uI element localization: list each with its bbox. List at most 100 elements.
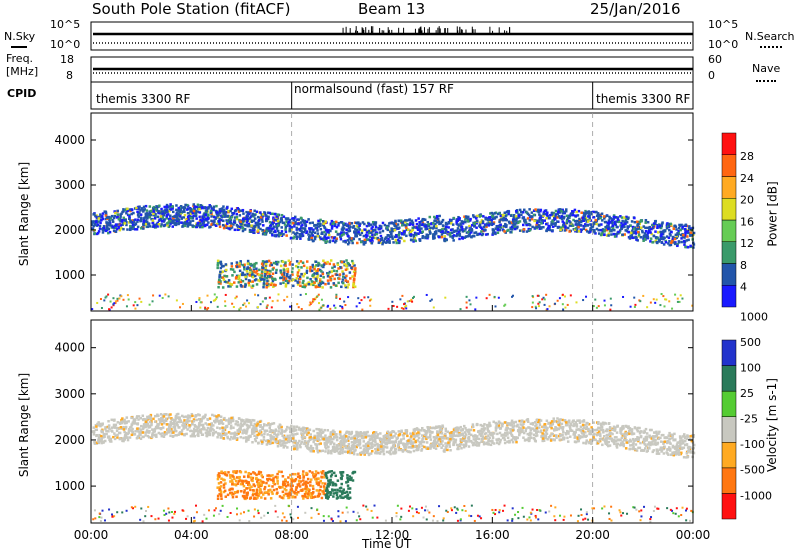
echo-cell bbox=[433, 232, 437, 236]
echo-cell bbox=[412, 226, 416, 229]
echo-cell bbox=[461, 228, 464, 231]
echo-cell bbox=[180, 429, 184, 432]
echo-cell bbox=[244, 275, 247, 279]
echo-cell bbox=[255, 267, 258, 270]
echo-cell bbox=[329, 286, 333, 289]
echo-cell bbox=[632, 230, 635, 234]
echo-cell bbox=[118, 228, 122, 232]
echo-cell bbox=[248, 271, 252, 274]
echo-cell bbox=[634, 443, 638, 446]
echo-cell bbox=[369, 437, 372, 441]
echo-cell bbox=[613, 228, 616, 232]
echo-cell bbox=[644, 229, 648, 233]
echo-cell bbox=[219, 282, 222, 285]
echo-cell bbox=[511, 220, 515, 223]
echo-cell bbox=[556, 226, 560, 229]
echo-cell bbox=[472, 214, 475, 217]
echo-cell bbox=[649, 301, 652, 304]
echo-cell bbox=[227, 209, 230, 213]
echo-cell bbox=[459, 223, 462, 226]
echo-cell bbox=[500, 216, 503, 219]
echo-cell bbox=[568, 230, 571, 233]
echo-cell bbox=[632, 437, 635, 441]
echo-cell bbox=[241, 227, 245, 230]
echo-cell bbox=[328, 240, 332, 244]
echo-cell bbox=[160, 223, 163, 226]
echo-cell bbox=[94, 214, 97, 218]
echo-cell bbox=[517, 428, 520, 432]
echo-cell bbox=[651, 241, 654, 244]
echo-cell bbox=[443, 237, 446, 241]
echo-cell bbox=[608, 215, 611, 219]
echo-cell bbox=[536, 225, 540, 229]
echo-cell bbox=[99, 213, 102, 216]
echo-cell bbox=[142, 210, 145, 213]
echo-cell bbox=[258, 222, 262, 226]
echo-cell bbox=[276, 299, 279, 302]
echo-cell bbox=[319, 277, 322, 281]
echo-cell bbox=[366, 234, 369, 237]
echo-cell bbox=[348, 271, 352, 274]
echo-cell bbox=[220, 421, 223, 425]
echo-cell bbox=[430, 431, 434, 434]
echo-cell bbox=[146, 422, 150, 426]
echo-cell bbox=[332, 437, 335, 441]
echo-cell bbox=[343, 435, 346, 439]
echo-cell bbox=[585, 425, 589, 429]
echo-cell bbox=[440, 233, 444, 236]
echo-cell bbox=[667, 242, 670, 245]
echo-cell bbox=[99, 221, 102, 225]
echo-cell bbox=[125, 211, 128, 215]
echo-cell bbox=[620, 436, 624, 440]
echo-cell bbox=[299, 221, 303, 224]
echo-cell bbox=[279, 270, 283, 274]
echo-cell bbox=[112, 297, 115, 300]
echo-cell bbox=[405, 307, 408, 310]
echo-cell bbox=[578, 421, 582, 425]
echo-cell bbox=[344, 304, 347, 307]
echo-cell bbox=[197, 434, 200, 438]
echo-cell bbox=[522, 223, 525, 227]
echo-cell bbox=[108, 219, 111, 223]
y-tick-label: 1000 bbox=[54, 268, 85, 282]
echo-cell bbox=[331, 222, 334, 226]
echo-cell bbox=[208, 226, 211, 229]
echo-cell bbox=[243, 223, 246, 227]
echo-cell bbox=[341, 305, 344, 308]
echo-cell bbox=[356, 241, 359, 245]
echo-cell bbox=[311, 230, 315, 234]
echo-cell bbox=[104, 217, 108, 221]
echo-cell bbox=[262, 283, 266, 286]
echo-cell bbox=[188, 426, 191, 429]
echo-cell bbox=[164, 211, 167, 215]
echo-cell bbox=[144, 431, 147, 434]
echo-cell bbox=[279, 444, 283, 447]
echo-cell bbox=[252, 270, 256, 273]
echo-cell bbox=[503, 211, 507, 215]
echo-cell bbox=[313, 235, 317, 239]
echo-cell bbox=[358, 222, 362, 226]
echo-cell bbox=[230, 222, 233, 225]
echo-cell bbox=[350, 237, 354, 240]
echo-cell bbox=[498, 225, 502, 229]
echo-cell bbox=[597, 440, 601, 443]
echo-cell bbox=[117, 226, 120, 230]
echo-cell bbox=[512, 221, 515, 225]
echo-cell bbox=[351, 262, 355, 265]
echo-cell bbox=[515, 226, 519, 230]
echo-cell bbox=[353, 269, 357, 272]
echo-cell bbox=[534, 439, 537, 443]
echo-cell bbox=[636, 239, 639, 242]
echo-cell bbox=[181, 424, 184, 427]
echo-cell bbox=[123, 222, 127, 225]
echo-cell bbox=[262, 438, 266, 441]
echo-cell bbox=[169, 203, 172, 206]
echo-cell bbox=[163, 431, 167, 434]
echo-cell bbox=[104, 426, 107, 429]
echo-cell bbox=[449, 235, 452, 238]
echo-cell bbox=[514, 215, 518, 218]
echo-cell bbox=[510, 438, 514, 442]
echo-cell bbox=[361, 308, 364, 311]
echo-cell bbox=[222, 208, 226, 212]
echo-cell bbox=[583, 224, 587, 228]
